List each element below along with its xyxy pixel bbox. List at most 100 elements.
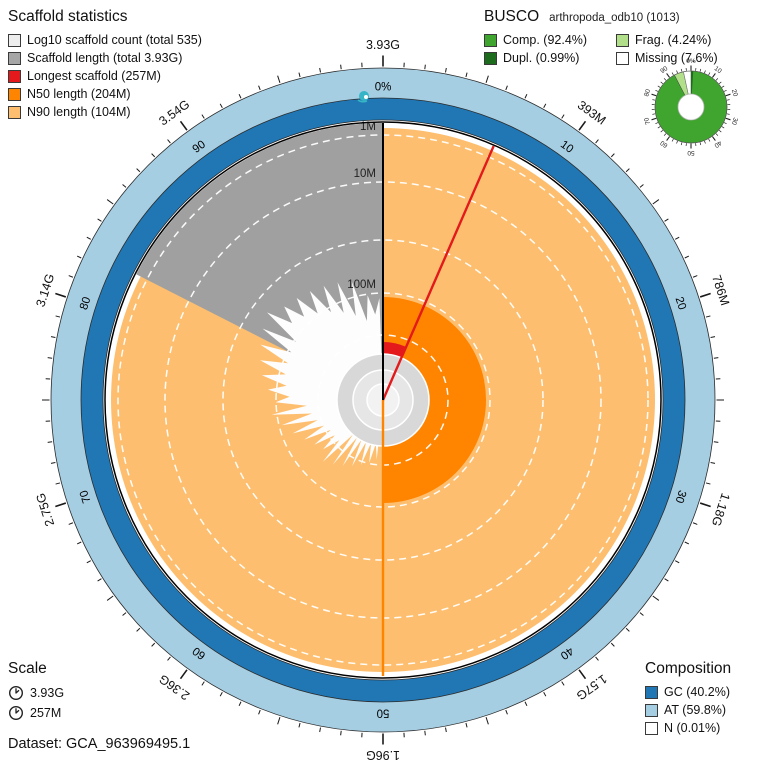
scale-item: 257M xyxy=(8,705,64,721)
legend-label: Log10 scaffold count (total 535) xyxy=(27,33,202,47)
pct-axis-label: 80 xyxy=(78,295,93,311)
busco-title: BUSCO xyxy=(484,8,540,25)
legend-item: Log10 scaffold count (total 535) xyxy=(8,33,202,47)
legend-item: Scaffold length (total 3.93G) xyxy=(8,51,202,65)
legend-item: GC (40.2%) xyxy=(645,685,731,699)
composition-items: GC (40.2%) AT (59.8%) N (0.01%) xyxy=(645,685,731,735)
legend-swatch-icon xyxy=(8,33,21,47)
busco-donut: 0% 10 20 30 40 50 60 70 80 90 xyxy=(643,58,739,156)
pct-axis-label: 30 xyxy=(673,489,688,505)
scale-value: 257M xyxy=(30,706,62,720)
busco-tick-label: 0% xyxy=(686,58,696,65)
legend-swatch-icon xyxy=(484,33,497,47)
busco-lineage: arthropoda_odb10 (1013) xyxy=(549,12,680,24)
legend-swatch-icon xyxy=(616,33,629,47)
clock-icon xyxy=(8,705,24,721)
legend-item: Frag. (4.24%) xyxy=(616,33,718,47)
marker-lines xyxy=(381,123,495,676)
busco-tick-label: 10 xyxy=(713,65,723,75)
legend-label: Longest scaffold (257M) xyxy=(27,69,161,83)
scale-items: 3.93G 257M xyxy=(8,685,64,721)
at-ring xyxy=(51,68,715,732)
scale-title: Scale xyxy=(8,660,47,677)
scaffold-stats-items: Log10 scaffold count (total 535) Scaffol… xyxy=(8,33,202,119)
legend-swatch-icon xyxy=(8,51,21,65)
pct-axis-label: 50 xyxy=(377,707,390,719)
busco-tick-label: 90 xyxy=(659,65,669,75)
legend-label: Comp. (92.4%) xyxy=(503,33,588,47)
legend-item: Missing (7.6%) xyxy=(616,51,718,65)
legend-swatch-icon xyxy=(8,87,21,101)
legend-item: AT (59.8%) xyxy=(645,703,731,717)
composition-legend: Composition GC (40.2%) AT (59.8%) N (0.0… xyxy=(645,660,731,739)
pct-axis-label: 70 xyxy=(78,489,93,505)
longest-scaffold-line xyxy=(381,145,495,401)
legend-label: Scaffold length (total 3.93G) xyxy=(27,51,183,65)
legend-swatch-icon xyxy=(645,685,658,699)
outer-axis-label: 3.93G xyxy=(366,38,400,52)
legend-item: Dupl. (0.99%) xyxy=(484,51,612,65)
busco-tick-label: 20 xyxy=(730,88,739,97)
legend-label: N90 length (104M) xyxy=(27,105,131,119)
pct-axis-label: 20 xyxy=(673,295,688,311)
legend-label: AT (59.8%) xyxy=(664,703,727,717)
composition-ring xyxy=(50,67,716,733)
plot-boundary-circle xyxy=(104,121,662,679)
composition-title: Composition xyxy=(645,660,732,677)
busco-tick-label: 30 xyxy=(730,117,739,126)
btk-logo-marker xyxy=(357,91,369,103)
legend-swatch-icon xyxy=(645,721,658,735)
scale-legend: Scale 3.93G 257M xyxy=(8,660,64,725)
scaffold-stats-title: Scaffold statistics xyxy=(8,8,128,25)
legend-label: Dupl. (0.99%) xyxy=(503,51,580,65)
pct-axis-label: 0% xyxy=(375,82,392,94)
legend-item: N (0.01%) xyxy=(645,721,731,735)
clock-icon xyxy=(8,685,24,701)
outer-axis-label: 3.14G xyxy=(33,272,57,309)
legend-label: GC (40.2%) xyxy=(664,685,730,699)
scale-item: 3.93G xyxy=(8,685,64,701)
radial-axis-label: 100M xyxy=(347,279,376,291)
outer-axis-label: 1.18G xyxy=(709,491,733,528)
outer-axis-label: 1.96G xyxy=(366,748,400,762)
radial-axis-labels: 1M 10M 100M xyxy=(347,121,376,291)
busco-items: Comp. (92.4%) Dupl. (0.99%) Frag. (4.24%… xyxy=(484,33,718,69)
legend-swatch-icon xyxy=(616,51,629,65)
busco-tick-label: 60 xyxy=(659,139,669,149)
scale-value: 3.93G xyxy=(30,686,65,700)
busco-header: BUSCO arthropoda_odb10 (1013) xyxy=(484,8,718,26)
outer-axis-label: 2.36G xyxy=(156,672,192,703)
n50-region xyxy=(383,297,486,503)
legend-item: Longest scaffold (257M) xyxy=(8,69,202,83)
busco-tick-label: 80 xyxy=(643,88,652,97)
radial-axis-label: 1M xyxy=(360,121,376,133)
legend-swatch-icon xyxy=(484,51,497,65)
busco-legend: BUSCO arthropoda_odb10 (1013) Comp. (92.… xyxy=(484,8,718,69)
legend-item: N50 length (204M) xyxy=(8,87,202,101)
outer-axis-label: 1.57G xyxy=(574,672,610,703)
outer-axis-ticks xyxy=(42,55,724,745)
legend-swatch-icon xyxy=(8,69,21,83)
legend-item: N90 length (104M) xyxy=(8,105,202,119)
radial-axis-label: 10M xyxy=(354,168,376,180)
scaffold-stats-legend: Scaffold statistics Log10 scaffold count… xyxy=(8,8,202,123)
legend-label: Frag. (4.24%) xyxy=(635,33,712,47)
gc-ring xyxy=(81,98,685,702)
legend-label: Missing (7.6%) xyxy=(635,51,718,65)
plot-boundary xyxy=(104,121,662,679)
dataset-caption: Dataset: GCA_963969495.1 xyxy=(8,736,191,752)
busco-tick-label: 40 xyxy=(712,139,722,149)
legend-swatch-icon xyxy=(645,703,658,717)
outer-axis-label: 393M xyxy=(575,98,609,128)
busco-duplicated-arc xyxy=(691,71,694,95)
legend-item: Comp. (92.4%) xyxy=(484,33,612,47)
legend-label: N50 length (204M) xyxy=(27,87,131,101)
busco-tick-label: 50 xyxy=(687,149,695,156)
outer-axis-label: 786M xyxy=(709,273,732,307)
outer-axis-label: 2.75G xyxy=(33,491,57,528)
legend-label: N (0.01%) xyxy=(664,721,721,735)
legend-swatch-icon xyxy=(8,105,21,119)
